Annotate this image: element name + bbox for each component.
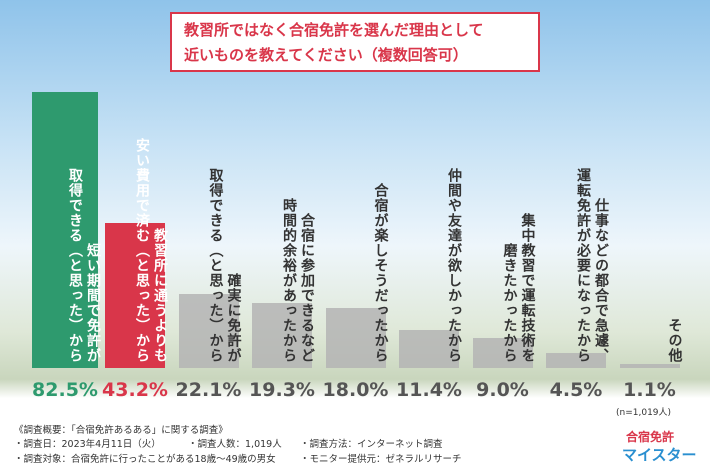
title-box: 教習所ではなく合宿免許を選んだ理由として 近いものを教えてください（複数回答可）	[170, 12, 540, 72]
bar	[252, 303, 312, 368]
footer: 《調査概要：「合宿免許あるある」に関する調査》 ・調査日：2023年4月11日（…	[0, 420, 710, 474]
value-label: 1.1%	[623, 379, 676, 401]
category-label: 仲間や友達が欲しかったから	[446, 168, 462, 363]
bar	[399, 329, 459, 368]
value-label: 43.2%	[102, 379, 168, 401]
survey-target: ・調査対象：合宿免許に行ったことがある18歳〜49歳の男女	[14, 454, 276, 465]
value-label: 11.4%	[396, 379, 462, 401]
category-label: 仕事などの都合で急遽、 運転免許が必要になったから	[575, 168, 609, 363]
title: 教習所ではなく合宿免許を選んだ理由として	[184, 21, 484, 39]
logo-bottom: マイスター	[622, 446, 697, 464]
bar	[546, 352, 606, 368]
bar	[105, 223, 165, 368]
value-label: 22.1%	[175, 379, 242, 401]
bar	[325, 307, 386, 368]
logo-top: 合宿免許	[626, 430, 675, 444]
survey-date: ・調査日：2023年4月11日（火）	[14, 439, 161, 450]
category-label: 合宿が楽しそうだったから	[372, 183, 389, 363]
category-label: 集中教習で運転技術を 磨きたかったから	[501, 213, 536, 363]
bar	[178, 293, 239, 368]
category-label: 確実に免許が 取得できる（と思った）から	[207, 168, 242, 363]
value-label: 4.5%	[549, 379, 603, 401]
category-label: 短い期間で免許が 取得できる（と思った）から	[67, 168, 101, 363]
value-label: 82.5%	[32, 379, 98, 401]
bar	[472, 337, 533, 368]
value-label: 9.0%	[476, 379, 529, 401]
category-label: 合宿に参加できるなど 時間的余裕があったから	[281, 198, 315, 363]
value-label: 19.3%	[249, 379, 315, 401]
value-label: 18.0%	[322, 379, 389, 401]
bar	[32, 91, 98, 368]
category-label: その他	[666, 318, 683, 363]
survey-count: ・調査人数：1,019人	[188, 439, 282, 450]
survey-provider: ・モニター提供元：ゼネラルリサーチ	[300, 454, 462, 465]
sample-size: (n=1,019人)	[616, 408, 672, 418]
survey-heading: 《調査概要：「合宿免許あるある」に関する調査》	[14, 425, 228, 436]
survey-method: ・調査方法：インターネット調査	[300, 439, 443, 450]
bar	[619, 364, 680, 368]
category-label: 教習所に通うよりも 安い費用で済む（と思った）から	[134, 138, 168, 363]
subtitle: 近いものを教えてください（複数回答可）	[184, 46, 468, 64]
